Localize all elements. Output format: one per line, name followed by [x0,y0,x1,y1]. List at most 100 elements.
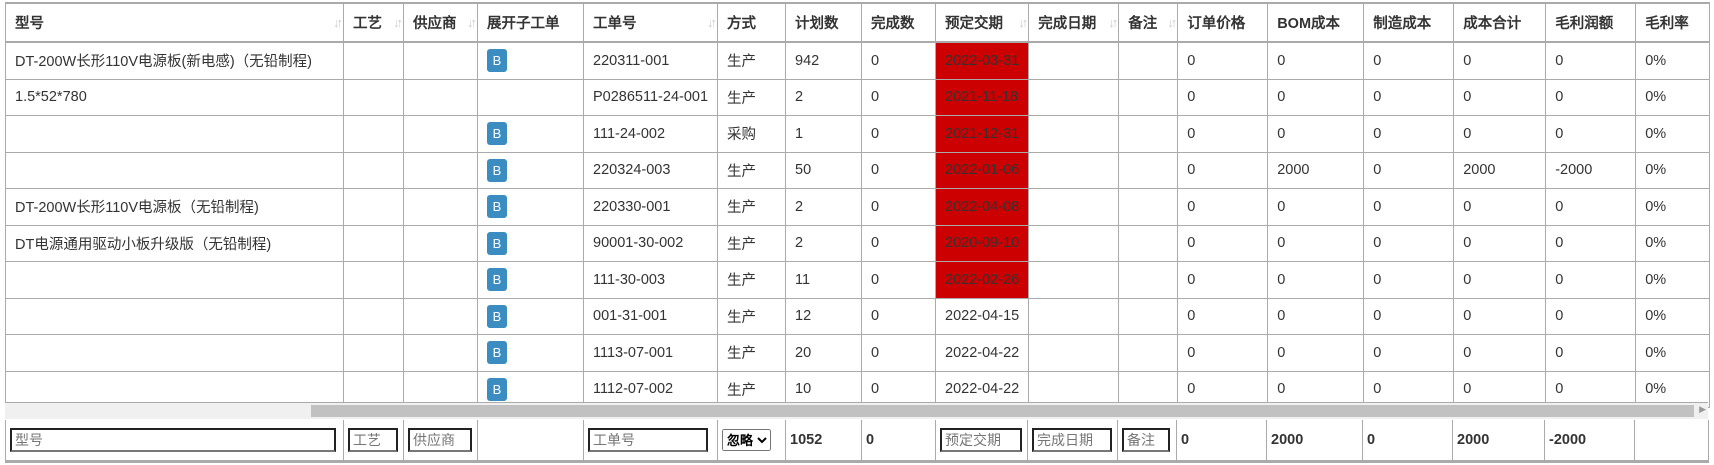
column-header-label: 完成日期 [1038,16,1097,32]
sort-icon[interactable]: ↓↑ [467,15,477,30]
order-filter-input[interactable] [588,428,708,452]
cell-finish [1028,41,1120,80]
table-row[interactable]: B 220324-003 生产 50 0 2022-01-06 0 2000 0 2000 -200… [5,151,1711,189]
cell-finish [1028,115,1120,153]
expand-subtasks-button[interactable]: B [487,377,507,401]
supplier-filter-input[interactable] [408,428,472,452]
column-header-label: BOM成本 [1277,16,1341,32]
column-header: 毛利润额 [1545,2,1637,43]
column-header[interactable]: 型号 ↓↑ [5,2,344,43]
cell-supplier [403,370,478,408]
sort-icon[interactable]: ↓↑ [1018,15,1027,30]
cell-price: 0 [1177,224,1269,262]
table-row[interactable]: DT-200W长形110V电源板(新电感)（无铅制程) B 220311-001 生产… [5,41,1711,80]
column-header: 制造成本 [1363,2,1455,43]
rate-sum [1634,420,1709,463]
cell-total: 0 [1453,261,1547,299]
cell-profit: -2000 [1545,151,1637,189]
table-row[interactable]: B 1113-07-001 生产 20 0 2022-04-22 0 0 0 0 0 0% [5,334,1711,372]
filter-footer: 忽略 1052 0 0 2000 0 2000 -2000 [5,420,1709,463]
model-filter-input[interactable] [10,428,336,452]
expand-subtasks-button[interactable]: B [487,195,507,219]
expand-subtasks-button[interactable]: B [487,122,507,146]
note-filter-input[interactable] [1122,428,1170,452]
cell-supplier [403,78,478,116]
sort-icon[interactable]: ↓↑ [1167,15,1177,30]
cell-model [5,334,344,372]
sort-icon[interactable]: ↓↑ [1108,15,1118,30]
bom-sum: 2000 [1266,420,1363,463]
cell-price: 0 [1177,261,1269,299]
cell-due: 2022-01-06 [935,151,1030,189]
expand-subtasks-button[interactable]: B [487,231,507,255]
column-header: 方式 [717,2,787,43]
mode-filter-select[interactable]: 忽略 [722,429,771,451]
table-row[interactable]: B 111-30-003 生产 11 0 2022-02-26 0 0 0 0 0 0% [5,261,1711,299]
column-header[interactable]: 工艺 ↓↑ [343,2,404,43]
cell-mfg: 0 [1363,188,1455,226]
column-header: BOM成本 [1267,2,1365,43]
sort-icon[interactable]: ↓↑ [333,15,343,30]
cell-supplier [403,334,478,372]
column-header-label: 毛利润额 [1555,16,1614,32]
table-row[interactable]: DT电源通用驱动小板升级版（无铅制程) B 90001-30-002 生产 2 0 2020… [5,224,1711,262]
plan-sum: 1052 [785,420,862,463]
column-header[interactable]: 预定交期 ↓↑ [935,2,1030,43]
table-row[interactable]: 1.5*52*780 P0286511-24-001 生产 2 0 2021-11-18 0… [5,78,1711,116]
cell-price: 0 [1177,41,1269,80]
table-row[interactable]: B 1112-07-002 生产 10 0 2022-04-22 0 0 0 0 0 0% [5,370,1711,408]
cell-profit: 0 [1545,297,1637,335]
cell-mode: 生产 [717,261,787,299]
cell-model: 1.5*52*780 [5,78,344,116]
cell-plan: 1 [785,115,863,153]
header-row: 型号 ↓↑ 工艺 ↓↑ 供应商 ↓↑ 展开子工单 工单号 ↓↑ 方式 计划数 完成数 预定交期 ↓↑ 完成日… [5,2,1711,43]
column-header[interactable]: 完成日期 ↓↑ [1028,2,1120,43]
expand-subtasks-button[interactable]: B [487,158,507,182]
table-row[interactable]: B 001-31-001 生产 12 0 2022-04-15 0 0 0 0 0 0% [5,297,1711,335]
column-header-label: 计划数 [795,16,839,32]
table-row[interactable]: B 111-24-002 采购 1 0 2021-12-31 0 0 0 0 0 0% [5,115,1711,153]
cell-note [1118,151,1179,189]
scrollbar-thumb[interactable] [311,405,1694,417]
scroll-right-arrow-icon[interactable]: ▶ [1699,404,1706,414]
due-filter-input[interactable] [940,428,1022,452]
sort-icon[interactable]: ↓↑ [393,15,403,30]
cell-craft [343,78,404,116]
column-header-label: 展开子工单 [487,16,560,32]
cell-rate: 0% [1635,297,1711,335]
cell-total: 2000 [1453,151,1547,189]
cell-rate: 0% [1635,370,1711,408]
expand-subtasks-button[interactable]: B [487,268,507,292]
cell-mfg: 0 [1363,261,1455,299]
column-header[interactable]: 备注 ↓↑ [1118,2,1179,43]
table-row[interactable]: DT-200W长形110V电源板（无铅制程) B 220330-001 生产 2 0 202… [5,188,1711,226]
cell-bom: 0 [1267,188,1365,226]
column-header-label: 成本合计 [1463,16,1522,32]
column-header[interactable]: 工单号 ↓↑ [582,2,719,43]
craft-filter-input[interactable] [348,428,398,452]
finish-filter-input[interactable] [1032,428,1112,452]
cell-done: 0 [861,188,937,226]
cell-note [1118,78,1179,116]
cell-note [1118,261,1179,299]
expand-subtasks-button[interactable]: B [487,304,507,328]
expand-subtasks-button[interactable]: B [487,341,507,365]
sort-icon[interactable]: ↓↑ [707,15,716,30]
cell-due: 2022-02-26 [935,261,1030,299]
column-header: 计划数 [785,2,863,43]
cell-done: 0 [861,297,937,335]
cell-rate: 0% [1635,188,1711,226]
cell-total: 0 [1453,297,1547,335]
cell-note [1118,334,1179,372]
cell-rate: 0% [1635,78,1711,116]
column-header: 成本合计 [1453,2,1547,43]
cell-mfg: 0 [1363,41,1455,80]
cell-order: 111-30-003 [582,261,719,299]
cell-model [5,151,344,189]
horizontal-scrollbar[interactable]: ▶ [5,402,1708,419]
expand-subtasks-button[interactable]: B [487,49,507,73]
cell-model [5,297,344,335]
cell-plan: 50 [785,151,863,189]
column-header[interactable]: 供应商 ↓↑ [403,2,478,43]
cell-note [1118,115,1179,153]
